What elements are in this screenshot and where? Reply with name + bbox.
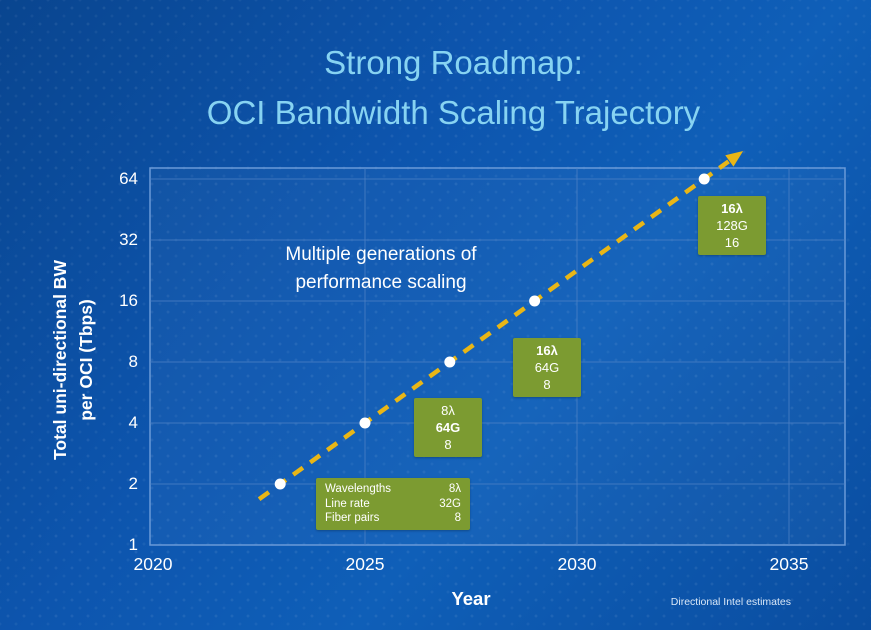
callout-row-value: 32G — [439, 497, 461, 510]
callout-row: Line rate 32G — [325, 497, 461, 512]
callout-line: 64G — [435, 420, 461, 435]
annotation: Multiple generations of performance scal… — [226, 241, 536, 297]
callout-box: 16λ 128G 16 — [698, 196, 766, 255]
callout-line: 8λ — [441, 403, 455, 418]
data-point-dot — [698, 173, 710, 185]
y-tick-label: 16 — [119, 291, 138, 310]
callout-line: 8 — [543, 377, 551, 392]
x-tick-label: 2025 — [345, 554, 385, 574]
callout-row-value: 8 — [454, 512, 461, 524]
page-title: Strong Roadmap: OCI Bandwidth Scaling Tr… — [18, 38, 871, 138]
callout-row: Fiber pairs 8 — [325, 511, 461, 526]
y-tick-label: 32 — [119, 230, 138, 249]
annotation-line-1: Multiple generations of — [285, 244, 477, 265]
data-point-dot — [529, 295, 541, 307]
y-tick-label: 2 — [128, 474, 138, 493]
y-tick-label: 4 — [128, 413, 138, 432]
title-line-1: Strong Roadmap: — [324, 44, 583, 81]
callout-box: 16λ 64G 8 — [513, 338, 581, 397]
callout-line: 16λ — [721, 201, 743, 216]
trend-arrowhead-icon — [725, 150, 744, 167]
x-tick-label: 2035 — [769, 554, 809, 574]
y-axis-title-line-1: Total uni-directional BW — [50, 260, 70, 460]
x-axis-title: Year — [451, 588, 491, 609]
annotation-line-2: performance scaling — [295, 272, 467, 293]
callout-row-label: Wavelengths — [325, 483, 392, 495]
y-tick-label: 8 — [128, 352, 138, 371]
y-tick-label: 1 — [128, 535, 138, 554]
callout-line: 8 — [444, 437, 452, 452]
data-point-dot — [274, 478, 286, 490]
y-axis-title-line-2: per OCI (Tbps) — [76, 299, 96, 421]
data-point-dot — [444, 356, 456, 368]
callout-row-label: Fiber pairs — [325, 512, 380, 524]
callout-box: 8λ 64G 8 — [414, 398, 482, 457]
callout-row-value: 8λ — [448, 483, 461, 495]
title-line-2: OCI Bandwidth Scaling Trajectory — [206, 94, 701, 131]
y-tick-label: 64 — [119, 169, 138, 188]
x-tick-label: 2020 — [133, 554, 173, 574]
y-axis-title: Total uni-directional BW per OCI (Tbps) — [47, 150, 103, 570]
callout-row-label: Line rate — [325, 497, 370, 510]
callout-line: 16 — [724, 235, 740, 250]
footnote: Directional Intel estimates — [670, 596, 791, 608]
callout-line: 128G — [716, 218, 748, 233]
callout-line: 64G — [534, 360, 560, 375]
callout-box: Wavelengths 8λ Line rate 32G Fiber pairs 8 — [316, 478, 470, 530]
data-point-dot — [359, 417, 371, 429]
callout-line: 16λ — [536, 343, 558, 358]
callout-row: Wavelengths 8λ — [325, 482, 461, 497]
x-tick-label: 2030 — [557, 554, 597, 574]
